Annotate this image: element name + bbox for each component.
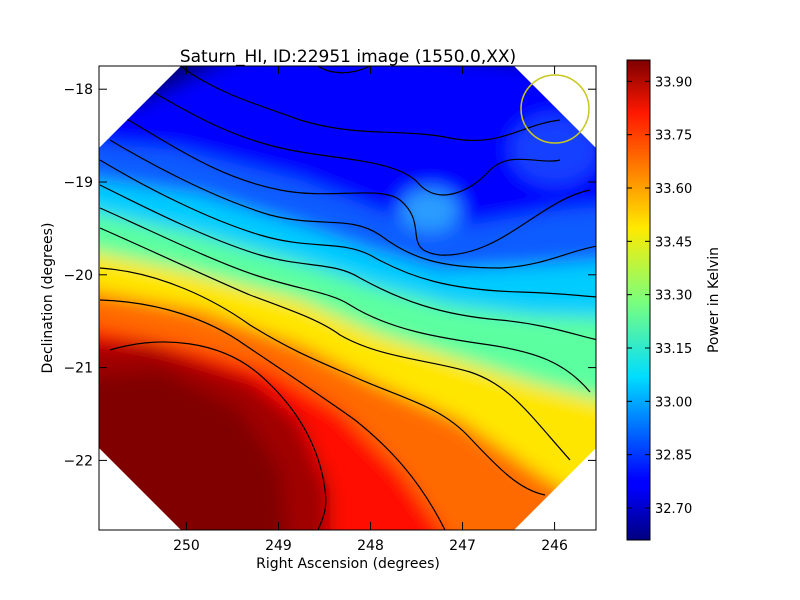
colorbar-tick-label: 33.00 xyxy=(655,395,692,410)
y-tick-label: −22 xyxy=(63,453,93,469)
contour-line xyxy=(99,227,571,461)
heatmap-image xyxy=(99,66,596,530)
colorbar-tick-label: 33.45 xyxy=(655,235,692,250)
contour-lines xyxy=(99,66,596,530)
colorbar-gradient xyxy=(626,59,651,541)
y-axis-label: Declination (degrees) xyxy=(40,223,56,374)
colorbar-label: Power in Kelvin xyxy=(706,247,722,353)
contour-line xyxy=(99,184,596,341)
y-axis-ticks: −18 −19 −20 −21 −22 xyxy=(63,82,596,469)
x-axis-label: Right Ascension (degrees) xyxy=(256,556,440,572)
contour-line xyxy=(109,139,596,269)
contour-line xyxy=(99,267,546,496)
contour-line xyxy=(99,159,596,298)
contour-line xyxy=(99,299,446,530)
colorbar-tick-label: 33.30 xyxy=(655,289,692,304)
x-tick-label: 250 xyxy=(173,538,200,554)
y-tick-label: −20 xyxy=(63,268,93,284)
contour-line xyxy=(109,341,327,530)
plot-area: 250 249 248 247 246 −18 −19 −20 −21 −22 xyxy=(63,65,597,554)
colorbar-tick-label: 33.90 xyxy=(655,75,692,90)
contour-line xyxy=(124,117,591,256)
y-tick-label: −21 xyxy=(63,361,93,377)
axes-frame xyxy=(98,65,597,531)
beam-circle xyxy=(520,74,590,144)
x-axis-ticks: 250 249 248 247 246 xyxy=(173,66,568,554)
contour-line xyxy=(179,66,561,142)
contour-line xyxy=(99,207,591,393)
colorbar-tick-label: 33.15 xyxy=(655,342,692,357)
x-tick-label: 246 xyxy=(541,538,568,554)
chart-title: Saturn_HI, ID:22951 image (1550.0,XX) xyxy=(180,47,516,67)
x-tick-label: 249 xyxy=(265,538,292,554)
y-tick-label: −19 xyxy=(63,175,93,191)
colorbar-tick-label: 32.70 xyxy=(655,502,692,517)
contour-line xyxy=(317,66,371,74)
x-tick-label: 248 xyxy=(357,538,384,554)
x-tick-label: 247 xyxy=(449,538,476,554)
colorbar-tick-label: 33.75 xyxy=(655,129,692,144)
colorbar-tick-label: 32.85 xyxy=(655,449,692,464)
colorbar: 32.70 32.85 33.00 33.15 33.30 33.45 33.60 33.75… xyxy=(626,59,722,541)
y-tick-label: −18 xyxy=(63,82,93,98)
colorbar-tick-label: 33.60 xyxy=(655,182,692,197)
beam-marker xyxy=(520,74,590,144)
contour-line xyxy=(149,89,561,196)
colorbar-ticks: 32.70 32.85 33.00 33.15 33.30 33.45 33.60 33.75… xyxy=(627,75,692,517)
